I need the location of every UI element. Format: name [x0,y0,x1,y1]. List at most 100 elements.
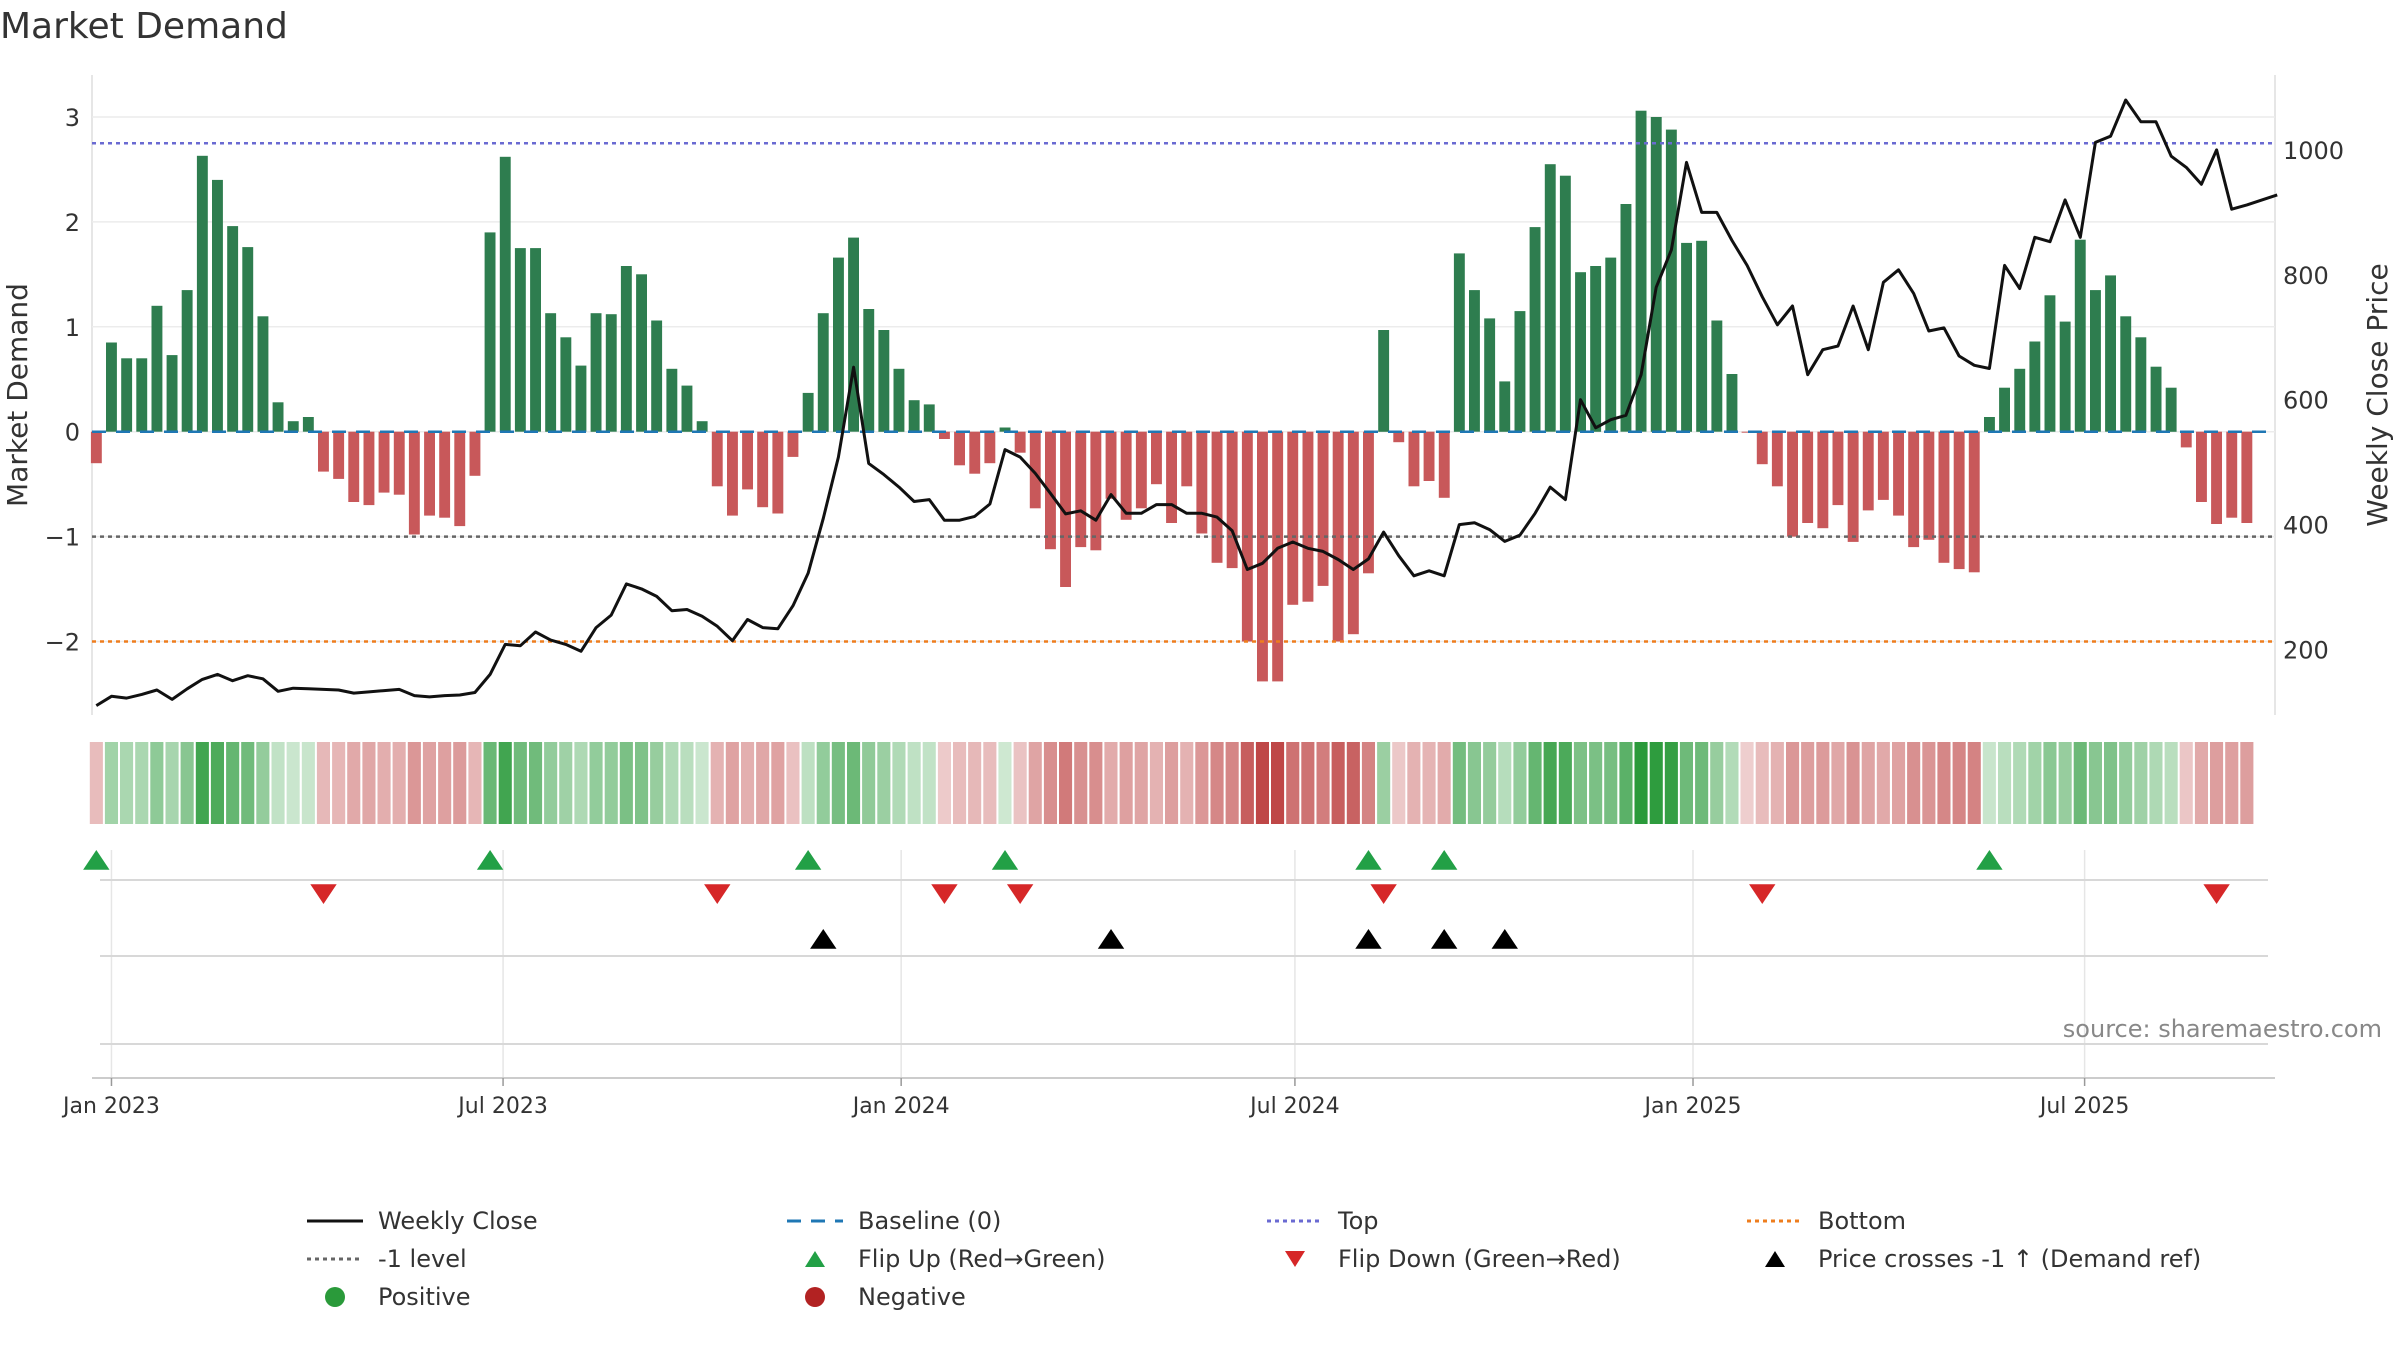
price-cross-marker [1431,929,1458,949]
heat-cell [1619,742,1633,824]
heat-cell [1271,742,1285,824]
demand-bar [908,400,920,432]
flip-down-marker [1006,884,1034,904]
heat-cell [1467,742,1481,824]
demand-bar [1196,431,1208,534]
demand-bar [106,342,117,432]
weekly-close-line [95,98,2278,707]
legend-item-minus1: -1 level [300,1243,780,1275]
heat-cell [680,742,694,824]
legend-key-flip-up [780,1243,850,1275]
demand-bar [1696,240,1708,432]
demand-bar [1923,431,1935,540]
demand-bar [757,431,769,508]
flip-down-marker [1370,884,1397,904]
demand-bar [1060,431,1071,587]
heat-cell [1876,742,1890,824]
heat-cell [1422,742,1436,824]
demand-bar [333,431,345,479]
demand-bar [2211,431,2222,524]
heat-cell [877,742,891,824]
demand-bar [1832,431,1844,506]
demand-bar [1847,431,1859,542]
heat-cell [1937,742,1951,824]
heat-cell [1664,742,1678,824]
heat-cell [862,742,876,824]
demand-bar [1181,431,1193,487]
heat-cell [1573,742,1587,824]
demand-bar [711,431,723,487]
demand-bar [1029,431,1041,509]
heat-cell [1301,742,1315,824]
demand-bar [923,404,935,432]
demand-bar [378,431,390,493]
demand-bar [2044,295,2056,432]
demand-bar [560,337,572,432]
demand-bar [1514,311,1526,432]
heat-cell [180,742,194,824]
demand-bar [1771,431,1783,487]
legend-item-positive-dot: Positive [300,1281,780,1313]
legend-key-price-line [300,1205,370,1237]
heat-cell [1089,742,1103,824]
heat-cell [907,742,921,824]
heat-cell [256,742,270,824]
demand-bar [1090,431,1102,551]
legend-label: Top [1338,1207,1379,1235]
heat-cell [831,742,845,824]
price-cross-marker [1355,929,1382,949]
demand-bar [2059,321,2071,432]
demand-bar [1529,227,1541,432]
demand-bar [2150,366,2162,432]
heat-cell [983,742,997,824]
heat-cell [1134,742,1148,824]
heat-cell [1316,742,1330,824]
legend-key-baseline [780,1205,850,1237]
heat-cell [1952,742,1966,824]
flip-up-marker [476,850,504,870]
heat-cell [2013,742,2027,824]
heat-cell [271,742,285,824]
demand-bar [1393,431,1405,443]
heat-cell [2194,742,2208,824]
demand-bar [575,365,587,432]
heat-cell [604,742,618,824]
demand-bar [408,431,420,535]
heat-cell [407,742,421,824]
y-axis-label: Market Demand [1,283,34,507]
heat-cell [2240,742,2254,824]
demand-bar [2226,431,2238,518]
demand-bar [1317,431,1329,586]
demand-bar [1166,431,1177,523]
heat-cell [1861,742,1875,824]
demand-bar [454,431,466,527]
demand-bar [1999,387,2010,432]
heat-cell [2119,742,2133,824]
chart-legend: Weekly Close Baseline (0) Top Bottom -1 leve… [300,1205,2250,1313]
demand-bar [181,290,193,432]
source-note: source: sharemaestro.com [2062,1015,2382,1043]
heat-cell [847,742,861,824]
heat-cell [1892,742,1906,824]
demand-bar [2105,275,2116,432]
demand-bar [1453,253,1465,432]
demand-bar [2074,239,2086,432]
demand-bar [1272,431,1284,682]
heat-cell [104,742,118,824]
demand-bar [484,232,496,432]
demand-bar [2241,431,2253,523]
heat-cell [377,742,391,824]
x-tick-label: Jan 2023 [61,1094,160,1119]
heat-cell [1710,742,1724,824]
heat-cell [1043,742,1057,824]
heat-cell [241,742,255,824]
flip-down-marker [1749,884,1776,904]
x-tick-label: Jul 2025 [2038,1094,2130,1119]
demand-bar [1590,266,1602,432]
demand-bar [196,155,208,432]
demand-bar [848,237,859,432]
heat-cell [286,742,300,824]
demand-bar [257,316,269,432]
demand-bar [863,309,875,432]
demand-bar [787,431,799,457]
